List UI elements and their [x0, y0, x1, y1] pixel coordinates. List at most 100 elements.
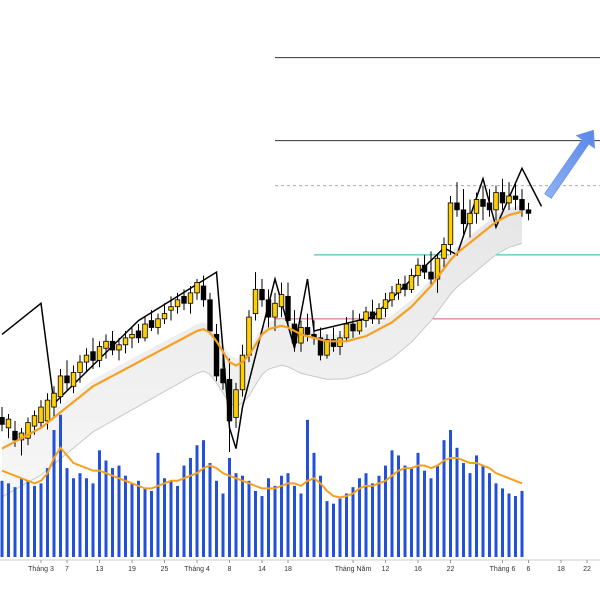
- x-tick-label-9: Tháng Năm: [335, 566, 372, 573]
- price-moving-average: [1, 210, 523, 450]
- volume-bar-74: [481, 465, 485, 557]
- candle-36: [233, 382, 239, 428]
- volume-bar-67: [436, 465, 439, 557]
- candle-43: [278, 282, 285, 318]
- volume-bar-79: [514, 496, 517, 557]
- volume-bar-27: [176, 485, 179, 557]
- volume-bar-25: [163, 478, 166, 557]
- candle-body: [506, 195, 512, 204]
- candle-body: [155, 318, 161, 328]
- volume-bar-69: [449, 430, 452, 557]
- candle-76: [493, 185, 499, 221]
- candle-14: [90, 337, 96, 369]
- candle-body: [213, 333, 220, 377]
- volume-bar-19: [124, 475, 127, 557]
- candle-74: [480, 185, 486, 221]
- volume-bar-20: [130, 483, 134, 557]
- candle-body: [200, 285, 207, 301]
- volume-bar-63: [410, 468, 413, 557]
- candle-22: [142, 317, 148, 342]
- candle-58: [376, 303, 382, 325]
- x-tick-label-6: 8: [228, 566, 232, 573]
- candle-body: [109, 340, 116, 351]
- volume-bar-5: [33, 485, 36, 557]
- volume-bar-8: [52, 430, 56, 557]
- candle-body: [493, 192, 499, 211]
- x-tick-label-16: 22: [583, 566, 591, 573]
- volume-bar-1: [7, 483, 10, 557]
- ma-band: [1, 204, 523, 498]
- volume-bar-30: [195, 445, 199, 557]
- candle-81: [525, 202, 532, 221]
- candle-60: [389, 285, 395, 307]
- candle-17: [109, 330, 116, 356]
- ma-line: [1, 210, 523, 450]
- candle-40: [259, 279, 265, 307]
- candle-body: [272, 302, 278, 318]
- volume-bar-4: [26, 480, 30, 557]
- x-tick-label-1: 7: [65, 566, 69, 573]
- candle-28: [181, 289, 187, 311]
- candle-13: [83, 348, 90, 373]
- forecast-arrow: [544, 129, 596, 199]
- candle-body: [220, 368, 226, 384]
- candle-50: [324, 334, 330, 359]
- candle-26: [168, 296, 174, 321]
- candle-body: [57, 375, 64, 398]
- volume-bar-6: [39, 483, 43, 557]
- candle-body: [25, 422, 31, 439]
- volume-bar-73: [475, 455, 478, 557]
- candle-4: [25, 417, 31, 446]
- volume-bar-18: [117, 465, 121, 557]
- ma-band-area: [2, 204, 522, 498]
- candle-23: [148, 310, 155, 331]
- volume-bar-9: [59, 414, 62, 557]
- candle-27: [174, 292, 181, 314]
- candle-body: [291, 323, 298, 344]
- candle-body: [317, 337, 324, 356]
- volume-bar-51: [332, 503, 335, 557]
- volume-bar-72: [468, 473, 472, 557]
- volume-bar-53: [345, 493, 348, 557]
- volume-bar-2: [13, 487, 17, 557]
- volume-bar-48: [312, 452, 316, 557]
- candle-15: [96, 341, 103, 368]
- volume-bar-70: [455, 447, 459, 557]
- candle-body: [285, 295, 291, 321]
- candle-body: [395, 283, 402, 294]
- volume-bar-78: [507, 493, 511, 557]
- candle-body: [376, 308, 382, 320]
- volume-bar-14: [91, 483, 95, 557]
- volume-bar-77: [501, 488, 504, 557]
- candle-65: [421, 254, 428, 280]
- x-tick-label-8: 18: [284, 566, 292, 573]
- candle-56: [363, 306, 369, 328]
- volume-bar-34: [221, 493, 225, 557]
- volume-bar-44: [286, 473, 290, 557]
- candle-body: [64, 375, 70, 384]
- x-tick-label-3: 19: [128, 566, 136, 573]
- volume-bar-64: [416, 452, 420, 557]
- candle-49: [317, 327, 324, 361]
- candle-53: [343, 317, 350, 342]
- volume-bar-0: [0, 480, 4, 557]
- volume-bar-75: [488, 473, 491, 557]
- candle-body: [187, 292, 194, 304]
- volume-bar-22: [143, 488, 147, 557]
- volume-moving-average: [1, 446, 523, 499]
- candle-1: [5, 413, 12, 439]
- candle-61: [395, 279, 402, 300]
- candle-body: [70, 372, 77, 387]
- candle-body: [0, 417, 5, 425]
- volume-bars: [0, 414, 524, 557]
- candle-72: [467, 199, 473, 238]
- candle-body: [51, 392, 57, 408]
- volume-bar-76: [494, 483, 498, 557]
- candle-body: [480, 199, 486, 207]
- candle-54: [350, 310, 356, 338]
- x-tick-label-5: Tháng 4: [184, 566, 210, 573]
- x-axis-ticks: Tháng 3 7 13 19 25 Tháng 4 8 14 18 Tháng Năm 12 16 2…: [28, 560, 591, 573]
- volume-bar-23: [150, 490, 153, 557]
- volume-bar-31: [202, 440, 205, 557]
- x-tick-label-7: 14: [258, 566, 266, 573]
